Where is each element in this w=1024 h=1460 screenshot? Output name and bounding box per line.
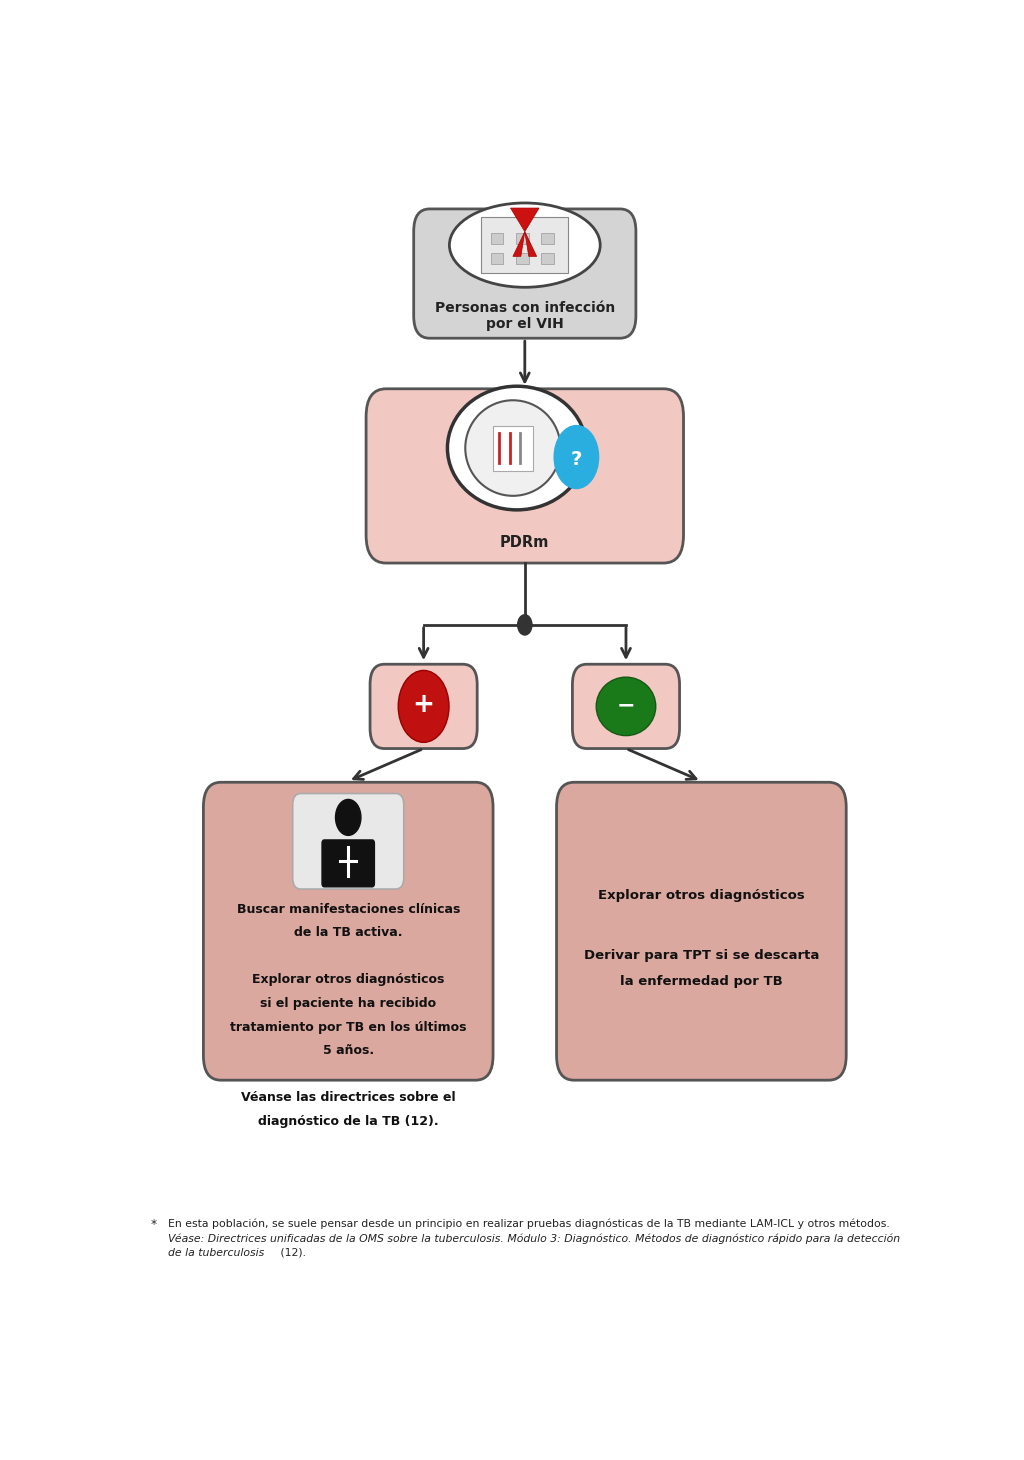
Bar <box>490 232 504 244</box>
Circle shape <box>554 425 599 489</box>
Bar <box>481 218 568 273</box>
FancyBboxPatch shape <box>293 794 403 889</box>
Text: En esta población, se suele pensar desde un principio en realizar pruebas diagnó: En esta población, se suele pensar desde… <box>168 1219 890 1229</box>
Ellipse shape <box>596 677 655 736</box>
Polygon shape <box>524 232 537 257</box>
FancyBboxPatch shape <box>370 664 477 749</box>
Ellipse shape <box>447 387 587 510</box>
Text: PDRm: PDRm <box>500 534 550 549</box>
FancyBboxPatch shape <box>204 783 494 1080</box>
Circle shape <box>518 615 531 635</box>
Ellipse shape <box>450 203 600 288</box>
Text: ?: ? <box>570 450 582 469</box>
Bar <box>542 253 554 264</box>
Text: 5 años.: 5 años. <box>323 1044 374 1057</box>
Text: Explorar otros diagnósticos: Explorar otros diagnósticos <box>252 974 444 987</box>
Text: diagnóstico de la TB (12).: diagnóstico de la TB (12). <box>258 1115 438 1129</box>
Text: Véanse las directrices sobre el: Véanse las directrices sobre el <box>241 1092 456 1104</box>
Text: la enfermedad por TB: la enfermedad por TB <box>620 975 782 988</box>
Text: *: * <box>151 1219 157 1231</box>
Text: de la TB activa.: de la TB activa. <box>294 926 402 939</box>
Bar <box>542 232 554 244</box>
FancyBboxPatch shape <box>572 664 680 749</box>
Text: +: + <box>413 692 434 718</box>
Text: Explorar otros diagnósticos: Explorar otros diagnósticos <box>598 889 805 902</box>
FancyBboxPatch shape <box>414 209 636 339</box>
Text: Derivar para TPT si se descarta: Derivar para TPT si se descarta <box>584 949 819 962</box>
Circle shape <box>398 670 449 742</box>
Bar <box>516 232 528 244</box>
Bar <box>494 425 532 470</box>
Text: si el paciente ha recibido: si el paciente ha recibido <box>260 997 436 1010</box>
Text: −: − <box>616 695 635 715</box>
Text: tratamiento por TB en los últimos: tratamiento por TB en los últimos <box>230 1021 467 1034</box>
FancyBboxPatch shape <box>322 839 375 886</box>
Text: de la tuberculosis: de la tuberculosis <box>168 1248 264 1257</box>
FancyBboxPatch shape <box>557 783 846 1080</box>
FancyBboxPatch shape <box>367 388 684 564</box>
Text: Personas con infección
por el VIH: Personas con infección por el VIH <box>434 301 615 331</box>
Bar <box>516 253 528 264</box>
Polygon shape <box>511 207 539 232</box>
Text: Véase: Directrices unificadas de la OMS sobre la tuberculosis. Módulo 3: Diagnós: Véase: Directrices unificadas de la OMS … <box>168 1234 900 1244</box>
Polygon shape <box>513 232 524 257</box>
Circle shape <box>336 800 360 835</box>
Ellipse shape <box>465 400 560 496</box>
Bar <box>490 253 504 264</box>
Text: (12).: (12). <box>278 1248 306 1257</box>
Text: Buscar manifestaciones clínicas: Buscar manifestaciones clínicas <box>237 902 460 915</box>
